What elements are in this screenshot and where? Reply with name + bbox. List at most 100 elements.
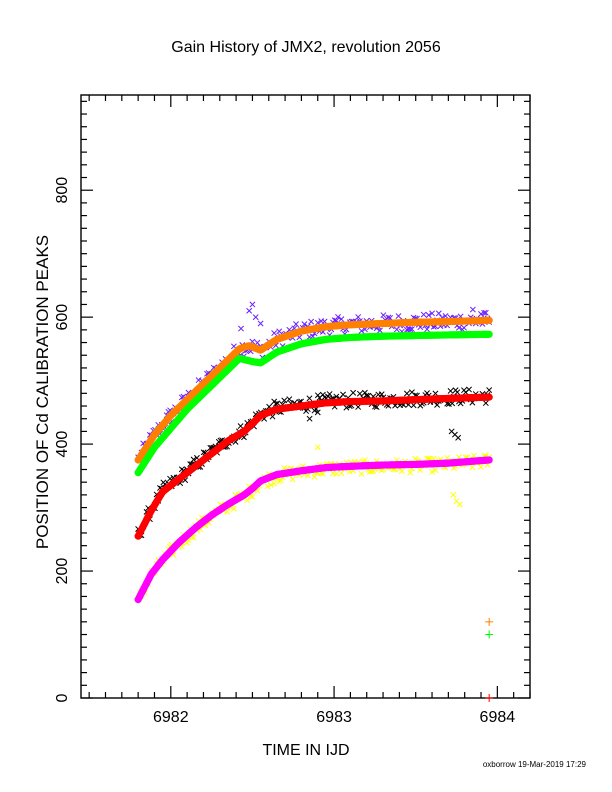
scatter-point-series-0 [335,313,341,320]
scatter-point-series-1 [321,394,328,401]
scatter-point-series-0 [425,312,432,319]
outlier-point-group-1 [314,409,321,416]
outlier-point-group-2 [314,444,321,451]
outlier-point-group-0 [238,325,244,332]
outlier-point-group-0 [469,306,476,313]
scatter-point-series-1 [356,390,363,397]
scatter-point-series-2 [304,472,311,479]
scatter-point-series-2 [398,468,405,475]
fit-point-series-1 [485,330,493,338]
scatter-point-series-0 [338,316,345,323]
outlier-point-group-2 [450,491,457,498]
scatter-point-series-2 [333,470,340,477]
scatter-point-series-0 [407,326,414,333]
scatter-point-series-1 [363,392,370,399]
scatter-point-series-1 [432,390,439,397]
fit-point-series-3 [485,456,493,464]
scatter-point-series-0 [482,309,489,316]
scatter-point-series-2 [361,457,368,464]
y-tick-label: 200 [54,558,71,585]
scatter-point-series-2 [432,467,439,474]
scatter-point-series-1 [447,388,454,394]
y-tick-label: 800 [54,177,71,204]
plus-marker-1 [485,630,494,639]
scatter-point-series-1 [343,404,350,411]
outlier-point-group-0 [252,314,259,321]
scatter-point-series-0 [271,330,278,337]
scatter-point-series-0 [461,324,467,331]
fit-point-series-0 [485,316,493,324]
scatter-point-series-1 [281,397,288,404]
scatter-point-series-2 [338,470,345,477]
scatter-point-series-0 [276,328,283,335]
scatter-point-series-2 [267,481,274,488]
x-tick-label: 6984 [480,709,516,726]
scatter-point-series-2 [289,476,296,483]
y-axis-label: POSITION OF Cd CALIBRATION PEAKS [33,235,52,549]
outlier-point-group-0 [249,301,256,308]
scatter-point-series-0 [358,327,365,334]
scatter-point-series-1 [378,391,385,398]
scatter-point-series-0 [442,313,449,319]
scatter-point-series-0 [408,326,415,333]
scatter-point-series-2 [417,467,424,474]
scatter-point-series-1 [237,423,244,430]
scatter-point-series-0 [395,313,402,319]
scatter-point-series-0 [377,327,383,334]
scatter-point-series-2 [477,464,484,470]
scatter-point-series-0 [429,310,436,317]
footer-stamp: oxborrow 19-Mar-2019 17:29 [483,760,587,769]
plot-frame [80,94,531,699]
outlier-point-group-0 [478,311,484,317]
outlier-point-group-0 [257,320,264,327]
scatter-point-series-1 [372,403,378,410]
outlier-point-group-1 [455,434,462,441]
x-axis-label: TIME IN IJD [262,742,349,759]
scatter-point-series-1 [333,393,340,400]
scatter-point-series-1 [355,403,362,410]
scatter-point-series-0 [455,324,462,331]
scatter-point-series-1 [486,387,493,394]
scatter-point-series-2 [249,493,256,500]
scatter-point-series-1 [373,404,380,410]
scatter-point-series-1 [286,396,293,403]
y-tick-label: 600 [54,304,71,331]
scatter-point-series-1 [403,390,410,397]
y-tick-label: 0 [54,693,71,702]
outlier-point-group-2 [456,501,463,508]
x-tick-label: 6983 [316,709,352,726]
scatter-point-series-1 [340,391,347,398]
scatter-point-series-0 [435,310,442,317]
scatter-point-series-1 [454,389,461,396]
scatter-point-series-1 [350,389,357,396]
scatter-point-series-2 [190,534,197,541]
scatter-point-series-2 [429,468,436,475]
scatter-point-series-1 [190,456,197,463]
scatter-point-series-2 [311,474,318,480]
outlier-point-group-1 [306,415,313,422]
scatter-point-series-0 [385,314,392,321]
scatter-point-series-2 [358,470,365,477]
chart-title: Gain History of JMX2, revolution 2056 [171,39,441,56]
scatter-point-series-1 [410,402,417,409]
scatter-point-series-2 [319,470,326,477]
scatter-point-series-0 [293,321,299,328]
scatter-point-series-0 [355,314,362,320]
scatter-point-series-1 [326,391,333,397]
scatter-point-series-2 [277,477,284,484]
y-tick-label: 400 [54,431,71,458]
scatter-point-series-1 [434,401,441,408]
plot-area: 6982 6983 6984 0 200 400 600 800 [54,94,531,726]
scatter-point-series-2 [271,480,278,487]
scatter-point-series-1 [457,400,464,407]
scatter-point-series-2 [407,469,414,476]
scatter-point-series-1 [365,392,372,399]
scatter-point-series-0 [481,309,488,316]
scatter-point-series-2 [264,483,271,490]
outlier-point-group-0 [246,307,253,314]
scatter-point-series-1 [306,395,313,402]
scatter-point-series-0 [420,311,427,318]
scatter-point-series-0 [380,312,387,319]
x-tick-label: 6982 [153,709,189,726]
scatter-point-series-1 [274,400,281,407]
